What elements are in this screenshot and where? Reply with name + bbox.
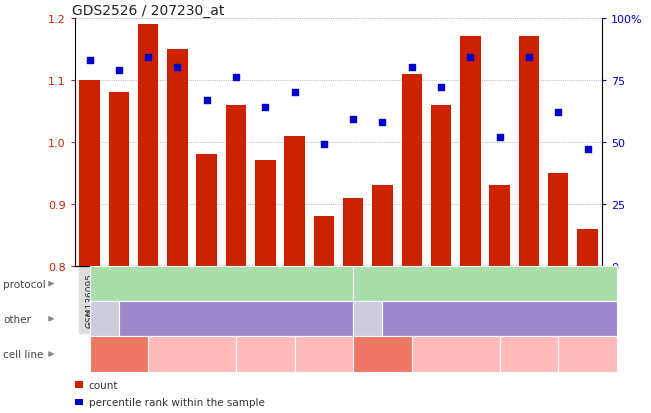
Point xyxy=(173,65,183,71)
Text: breast cancer: breast cancer xyxy=(466,314,533,324)
Bar xyxy=(402,74,422,266)
Text: breast cancer: breast cancer xyxy=(202,314,270,324)
Point xyxy=(465,55,476,62)
Point xyxy=(260,104,271,111)
Bar xyxy=(226,105,246,266)
Point xyxy=(583,147,593,153)
Text: HeLa: HeLa xyxy=(370,349,395,359)
Bar xyxy=(431,105,451,266)
Point xyxy=(348,117,358,123)
Point xyxy=(319,142,329,148)
Bar xyxy=(79,81,100,266)
Text: cervical
cancer: cervical cancer xyxy=(85,308,123,330)
Point xyxy=(523,55,534,62)
Text: MCF-7: MCF-7 xyxy=(514,349,544,359)
Bar xyxy=(519,37,539,266)
Point xyxy=(553,109,564,116)
Bar xyxy=(490,186,510,266)
Bar xyxy=(372,186,393,266)
Text: percentile rank within the sample: percentile rank within the sample xyxy=(89,397,264,407)
Bar xyxy=(138,25,158,266)
Point xyxy=(85,57,95,64)
Bar xyxy=(577,229,598,266)
Bar xyxy=(284,136,305,266)
Point xyxy=(202,97,212,104)
Text: BT-474: BT-474 xyxy=(175,349,209,359)
Bar xyxy=(197,155,217,266)
Text: MCF-7: MCF-7 xyxy=(250,349,281,359)
Text: MDA-MB-231: MDA-MB-231 xyxy=(292,349,355,359)
Bar xyxy=(167,50,187,266)
Text: HeLa: HeLa xyxy=(106,349,132,359)
Text: MDA-MB-231: MDA-MB-231 xyxy=(556,349,619,359)
Point xyxy=(495,134,505,141)
Text: BT-474: BT-474 xyxy=(439,349,473,359)
Text: cervical
cancer: cervical cancer xyxy=(349,308,387,330)
Bar xyxy=(548,173,568,266)
Point xyxy=(289,90,299,96)
Text: cell line: cell line xyxy=(3,349,44,359)
Point xyxy=(231,75,242,81)
Point xyxy=(378,119,388,126)
Bar xyxy=(460,37,480,266)
Text: protocol: protocol xyxy=(3,279,46,289)
Point xyxy=(436,85,447,91)
Text: other: other xyxy=(3,314,31,324)
Bar xyxy=(314,217,334,266)
Text: c-MYC knockdown: c-MYC knockdown xyxy=(435,279,535,289)
Text: GDS2526 / 207230_at: GDS2526 / 207230_at xyxy=(72,4,225,18)
Point xyxy=(406,65,417,71)
Bar xyxy=(343,198,363,266)
Bar xyxy=(109,93,129,266)
Point xyxy=(114,67,124,74)
Point xyxy=(143,55,154,62)
Text: count: count xyxy=(89,380,118,390)
Text: control: control xyxy=(202,279,241,289)
Bar xyxy=(255,161,275,266)
